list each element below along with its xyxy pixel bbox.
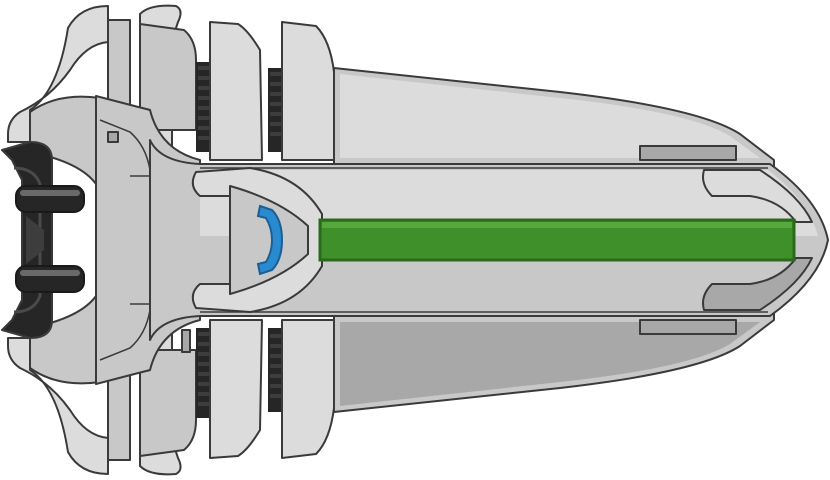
- energy-core-icon: [318, 218, 796, 262]
- cockpit-housing: [191, 167, 323, 313]
- engine-thruster-icon: [1, 141, 85, 339]
- mid-plates-top: [209, 21, 335, 161]
- tread-rings-top: [196, 62, 284, 152]
- tread-rings-bottom: [196, 328, 284, 418]
- rear-spike-top: [7, 5, 109, 143]
- rear-spike-bottom: [7, 337, 109, 475]
- mid-plates-bottom: [209, 319, 335, 459]
- nose-tip: [702, 169, 813, 311]
- cockpit-window-icon: [256, 204, 284, 276]
